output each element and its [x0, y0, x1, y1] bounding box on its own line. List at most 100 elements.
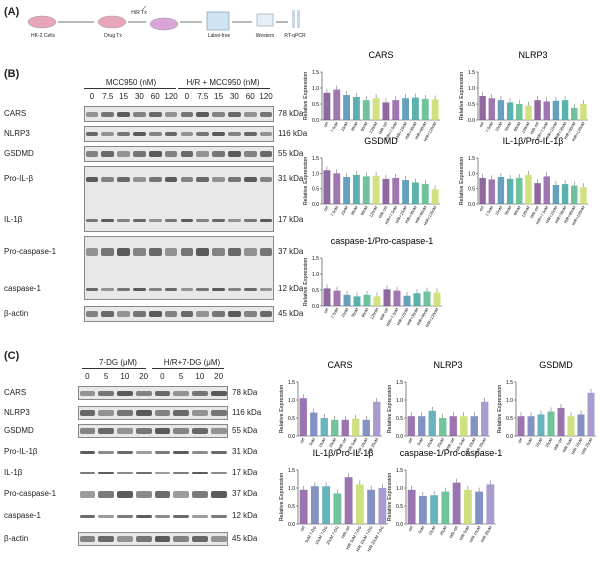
- blot-row-label: β-actin: [4, 309, 29, 318]
- blot-row-label: Pro-IL-β: [4, 174, 34, 183]
- y-tick-label: 0.0: [312, 202, 319, 208]
- blot-band: [164, 311, 178, 317]
- blot-band: [148, 176, 162, 182]
- blot-band: [164, 176, 178, 182]
- blot-strip: [84, 106, 274, 122]
- y-tick-label: 0.0: [312, 304, 319, 310]
- bar: [431, 99, 439, 120]
- x-tick-label: 15nM: [340, 307, 349, 318]
- syringe-icon: [141, 5, 147, 11]
- blot-band: [135, 450, 152, 454]
- blot-band: [180, 287, 194, 291]
- lane-number: 120: [164, 92, 178, 101]
- step-rtqpcr: RT-qPCR: [284, 33, 306, 39]
- blot-band: [192, 490, 208, 498]
- blot-kda-label: 12 kDa: [278, 284, 304, 293]
- blot-band: [101, 287, 115, 291]
- y-tick-label: 1.5: [396, 468, 403, 474]
- x-tick-label: 10uM: [534, 437, 543, 448]
- bar: [423, 291, 431, 306]
- x-tick-label: 5uM: [417, 525, 425, 534]
- blot-band: [192, 450, 208, 454]
- blot-band: [135, 410, 152, 416]
- bar: [497, 100, 505, 120]
- y-tick-label: 1.5: [396, 380, 403, 386]
- y-tick-label: 0.0: [468, 118, 475, 124]
- blot-band: [212, 111, 225, 117]
- x-tick-label: 15nM: [340, 121, 349, 132]
- bar: [527, 416, 535, 436]
- blot-band: [117, 132, 130, 136]
- x-tick-label: 5uM: [525, 437, 533, 446]
- blot-kda-label: 45 kDa: [232, 534, 258, 543]
- y-tick-label: 1.5: [288, 468, 295, 474]
- bar: [449, 416, 457, 436]
- blot-row-label: GSDMD: [4, 426, 34, 435]
- blot-band: [101, 248, 115, 256]
- bar: [407, 489, 416, 524]
- x-tick-label: 120nM: [520, 121, 530, 134]
- y-axis-label: Relative Expression: [279, 473, 285, 522]
- bar: [418, 495, 427, 524]
- blot-band: [117, 248, 130, 256]
- x-tick-label: H/R ctrl: [529, 121, 540, 135]
- bar: [433, 292, 441, 306]
- blot-band: [79, 536, 96, 542]
- blot-kda-label: 12 kDa: [232, 511, 258, 520]
- bar: [320, 418, 328, 436]
- lane-number: 30: [134, 92, 144, 101]
- blot-band: [192, 428, 208, 434]
- bar: [567, 416, 575, 436]
- bar: [343, 95, 351, 120]
- blot-band: [154, 390, 171, 396]
- blot-band: [164, 151, 178, 157]
- blot-kda-label: 37 kDa: [232, 489, 258, 498]
- blot-row-label: NLRP3: [4, 129, 30, 138]
- blot-band: [210, 390, 227, 396]
- bar: [481, 401, 489, 436]
- bar: [333, 89, 341, 120]
- blot-band: [154, 536, 171, 542]
- blot-band: [101, 218, 115, 222]
- bar: [516, 104, 523, 120]
- y-tick-label: 0.0: [312, 118, 319, 124]
- blot-band: [85, 111, 99, 117]
- blot-band: [259, 218, 273, 222]
- x-tick-label: ctrl: [478, 205, 485, 212]
- chart-title: IL-1β/Pro-IL-1β: [503, 136, 564, 146]
- blot-band: [154, 428, 171, 434]
- lane-number: 60: [150, 92, 160, 101]
- blot-band: [117, 450, 133, 454]
- y-tick-label: 0.5: [312, 187, 319, 193]
- pcr-tube-icon: [292, 10, 295, 28]
- y-tick-label: 0.5: [312, 102, 319, 108]
- blot-row-label: NLRP3: [4, 408, 30, 417]
- blot-strip: [84, 146, 274, 162]
- blot-band: [212, 287, 225, 291]
- blot-band: [79, 514, 96, 518]
- blot-band: [192, 472, 208, 474]
- blot-band: [173, 536, 189, 542]
- blot-kda-label: 55 kDa: [278, 149, 304, 158]
- blot-band: [101, 111, 115, 117]
- y-axis-label: Relative Expression: [303, 157, 309, 206]
- blot-kda-label: 31 kDa: [232, 447, 258, 456]
- bar: [543, 101, 550, 120]
- blot-c-header-7dg: 7-DG (μM): [99, 358, 137, 367]
- x-tick-label: ctrl: [407, 437, 414, 444]
- bar: [525, 105, 532, 120]
- blot-band: [173, 490, 189, 498]
- x-tick-label: 15nM: [494, 121, 503, 132]
- bar: [557, 407, 565, 436]
- y-tick-label: 0.5: [468, 187, 475, 193]
- blot-band: [135, 472, 152, 474]
- blot-band: [148, 248, 162, 256]
- blot-band: [85, 176, 99, 182]
- blot-strip: [78, 424, 228, 438]
- x-tick-label: 15nM: [340, 205, 349, 216]
- blot-band: [259, 248, 273, 256]
- blot-band: [135, 390, 152, 396]
